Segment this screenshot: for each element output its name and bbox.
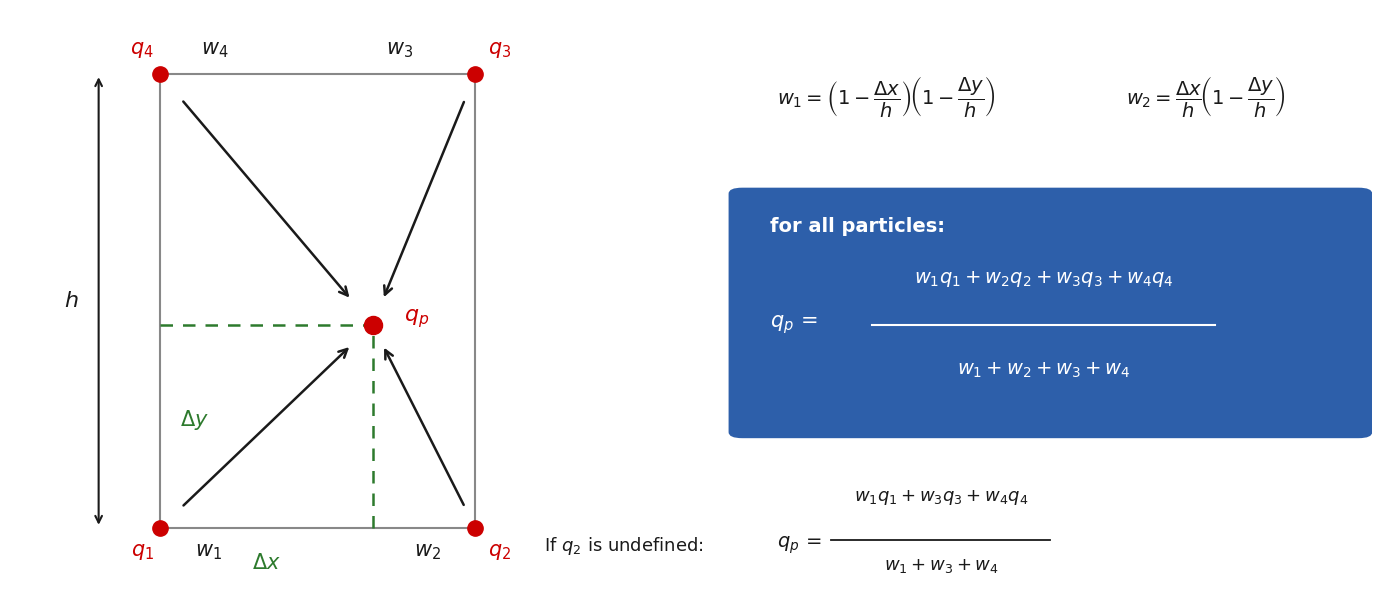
Text: $w_2 = \dfrac{\Delta x}{h}\!\left(1 - \dfrac{\Delta y}{h}\right)$: $w_2 = \dfrac{\Delta x}{h}\!\left(1 - \d… (1126, 75, 1286, 119)
Text: $\Delta y$: $\Delta y$ (180, 408, 209, 432)
Text: If $q_2$ is undefined:: If $q_2$ is undefined: (543, 535, 704, 556)
Text: $w_3$: $w_3$ (386, 40, 414, 60)
Text: $\Delta x$: $\Delta x$ (252, 553, 280, 574)
Text: $h$: $h$ (65, 291, 78, 311)
Text: $q_p\, =$: $q_p\, =$ (777, 535, 821, 556)
Text: $w_2$: $w_2$ (414, 542, 441, 562)
Text: $q_4$: $q_4$ (131, 40, 154, 60)
Text: $w_3 = \dfrac{\Delta x}{h}\dfrac{\Delta y}{h}$: $w_3 = \dfrac{\Delta x}{h}\dfrac{\Delta … (777, 211, 880, 255)
Text: $w_1q_1 + w_2q_2 + w_3q_3 + w_4q_4$: $w_1q_1 + w_2q_2 + w_3q_3 + w_4q_4$ (914, 269, 1173, 289)
Text: $w_1 = \left(1 - \dfrac{\Delta x}{h}\right)\!\left(1 - \dfrac{\Delta y}{h}\right: $w_1 = \left(1 - \dfrac{\Delta x}{h}\rig… (777, 75, 995, 119)
Text: $q_2$: $q_2$ (488, 542, 512, 562)
Text: $w_4 = \left(1 - \dfrac{\Delta x}{h}\right)\dfrac{\Delta y}{h}$: $w_4 = \left(1 - \dfrac{\Delta x}{h}\rig… (1126, 211, 1288, 255)
Text: $w_1$: $w_1$ (195, 542, 221, 562)
Text: $w_4$: $w_4$ (201, 40, 228, 60)
Text: $w_1 + w_3 + w_4$: $w_1 + w_3 + w_4$ (884, 557, 998, 576)
Text: for all particles:: for all particles: (770, 217, 945, 237)
Text: $q_p\, =$: $q_p\, =$ (770, 314, 818, 337)
Text: $w_1 + w_2 + w_3 + w_4$: $w_1 + w_2 + w_3 + w_4$ (957, 361, 1130, 380)
Text: $q_1$: $q_1$ (131, 542, 154, 562)
FancyBboxPatch shape (729, 188, 1372, 438)
Text: $q_3$: $q_3$ (488, 40, 512, 60)
Text: $q_p$: $q_p$ (404, 308, 429, 330)
Text: $w_1q_1 + w_3q_3 + w_4q_4$: $w_1q_1 + w_3q_3 + w_4q_4$ (854, 488, 1028, 507)
